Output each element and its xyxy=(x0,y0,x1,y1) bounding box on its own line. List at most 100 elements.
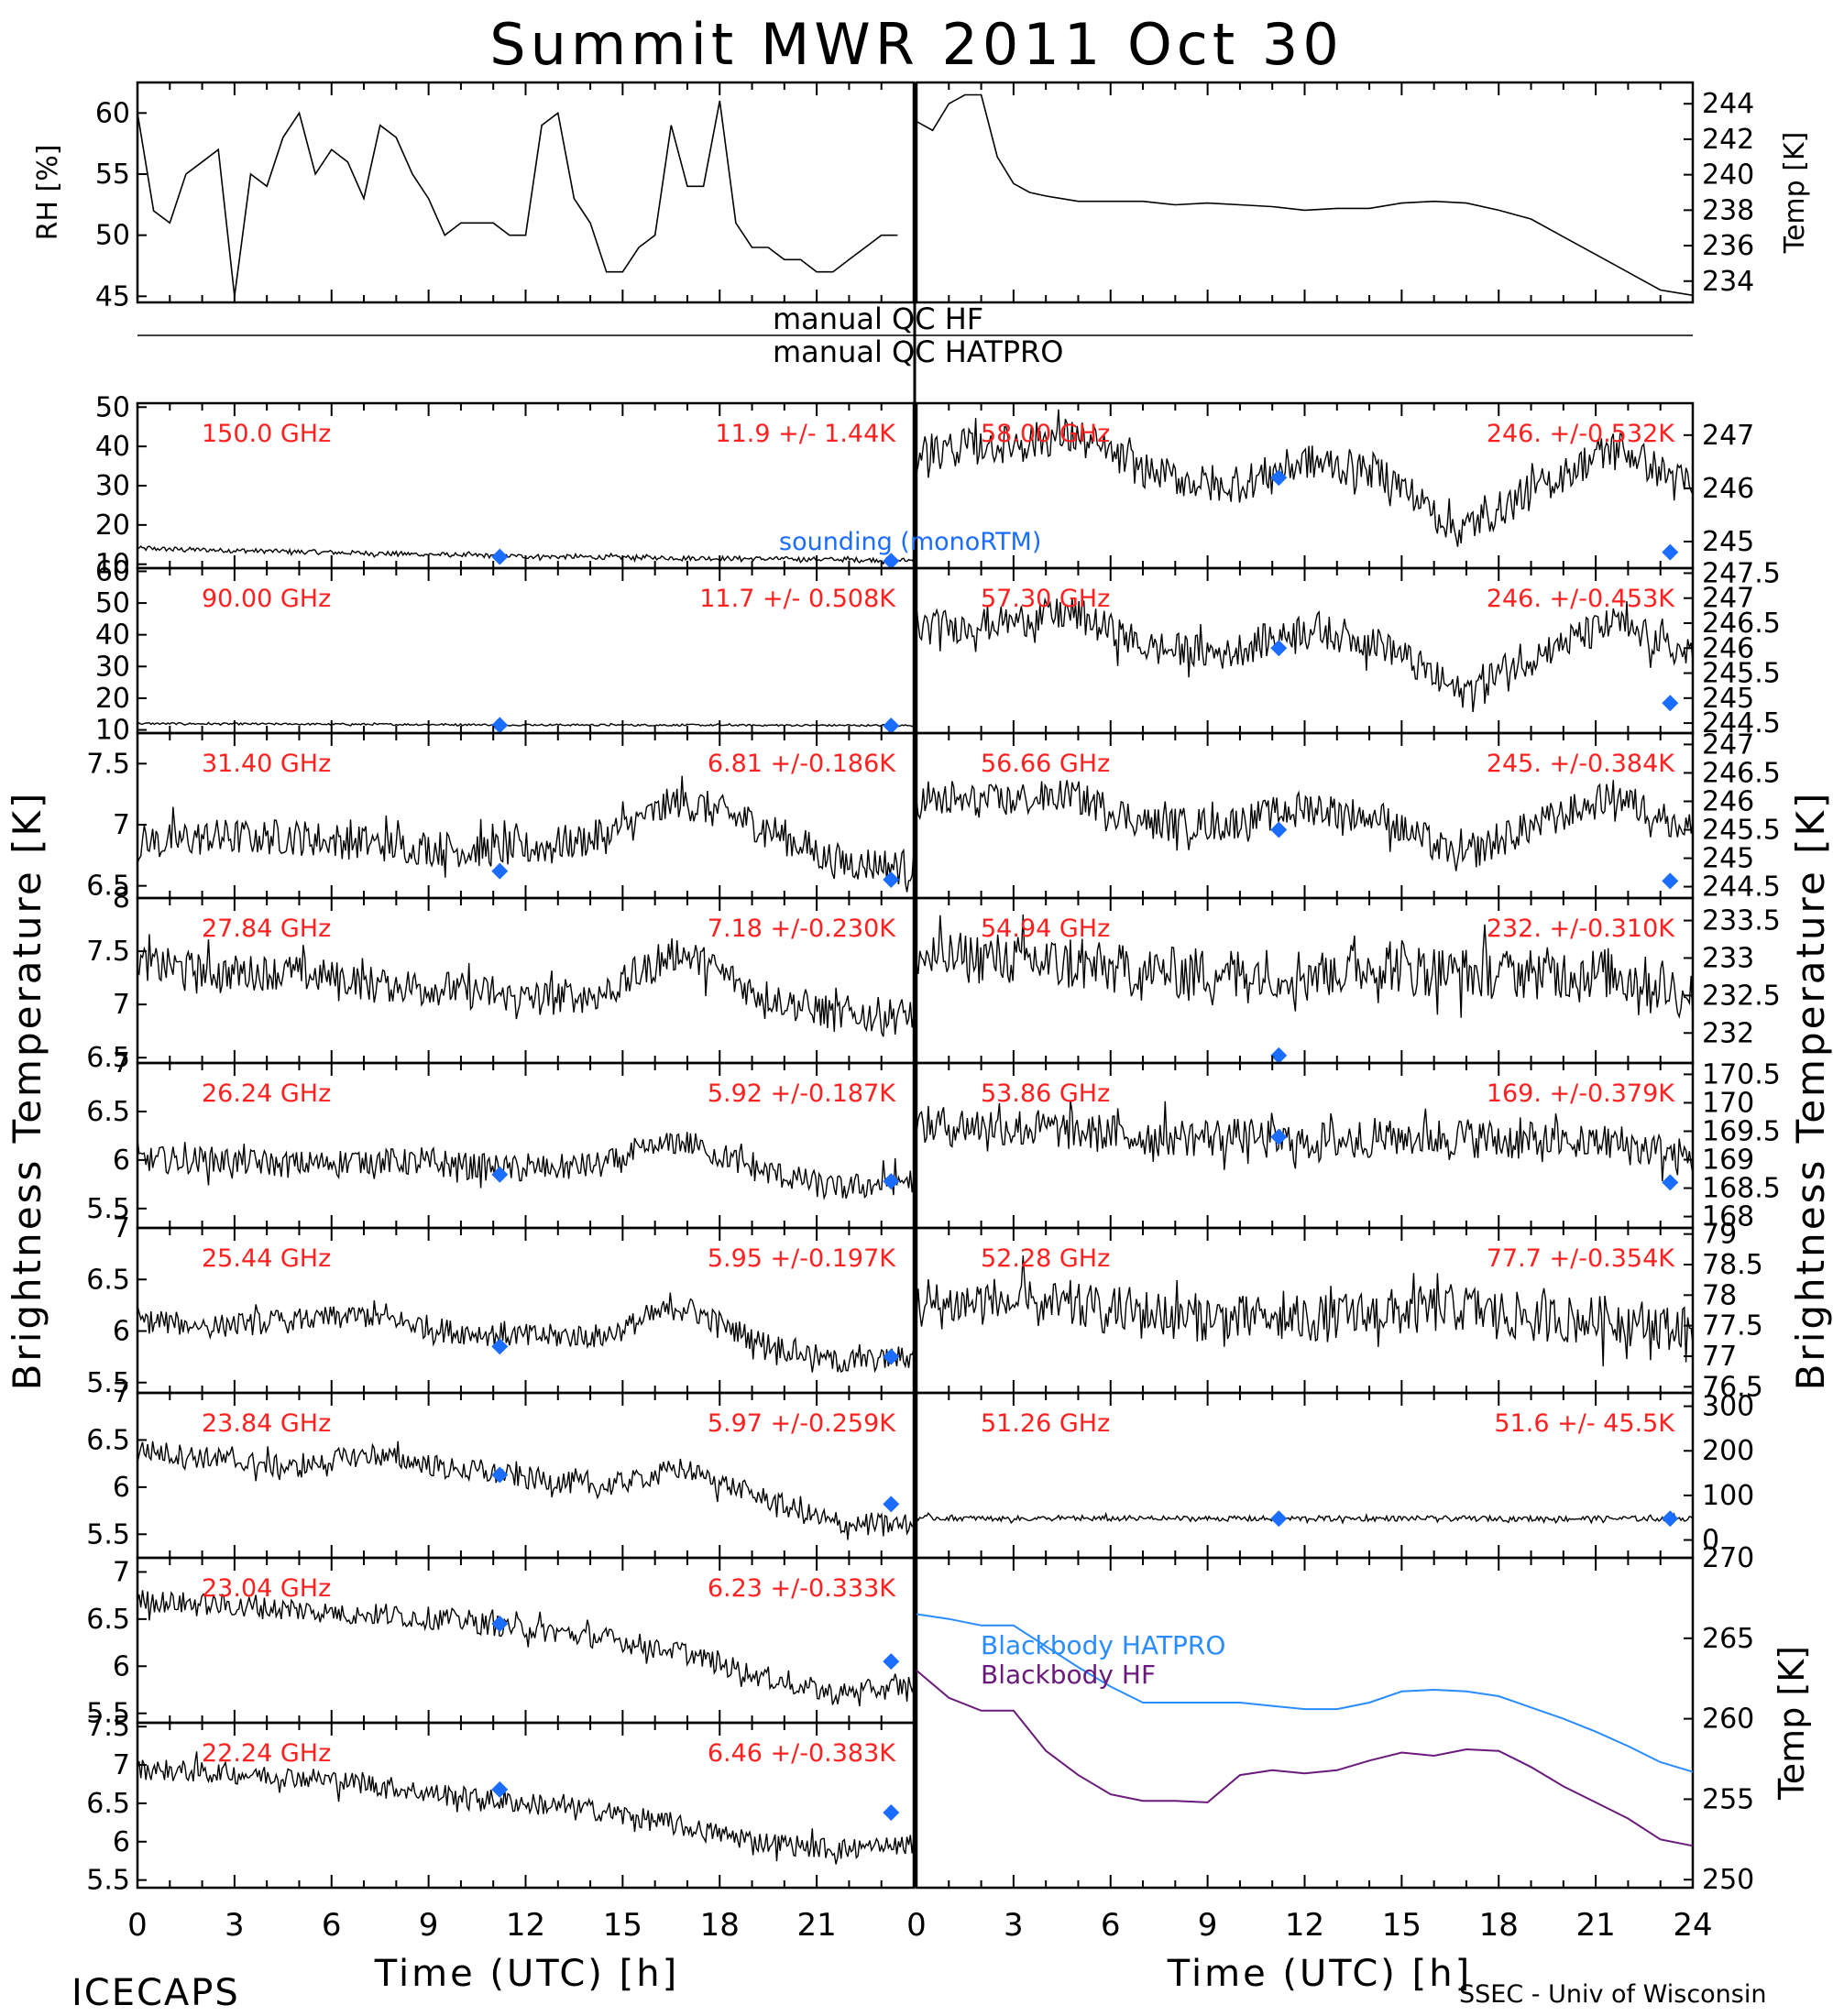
sounding-marker xyxy=(1662,872,1679,890)
stats-label: 6.46 +/-0.383K xyxy=(708,1739,896,1768)
series-line xyxy=(137,775,915,893)
ytick-label: 255 xyxy=(1702,1783,1754,1815)
ytick-label: 45 xyxy=(95,280,130,312)
xlabel-right: Time (UTC) [h] xyxy=(1167,1953,1472,1995)
stats-label: 232. +/-0.310K xyxy=(1487,915,1675,943)
ytick-label: 300 xyxy=(1702,1391,1754,1423)
ytick-label: 168 xyxy=(1702,1201,1754,1233)
ytick-label: 7 xyxy=(113,1556,130,1588)
sounding-marker xyxy=(491,1466,509,1484)
ytick-label: 7 xyxy=(113,809,130,841)
ytick-label: 6 xyxy=(113,1472,130,1504)
xtick-label: 3 xyxy=(1004,1907,1024,1944)
ytick-label: 6 xyxy=(113,1650,130,1682)
series-line xyxy=(137,1751,915,1865)
sounding-marker xyxy=(883,1173,900,1190)
ytick-label: 7.5 xyxy=(86,936,130,968)
stats-label: 5.97 +/-0.259K xyxy=(708,1409,896,1438)
ytick-label: 40 xyxy=(95,431,130,463)
xlabel-left: Time (UTC) [h] xyxy=(374,1953,679,1995)
ytick-label: 233 xyxy=(1702,942,1754,974)
ytick-label: 50 xyxy=(95,391,130,423)
ytick-label: 168.5 xyxy=(1702,1173,1781,1205)
footer-right: SSEC - Univ of Wisconsin xyxy=(1459,1980,1766,2009)
ytick-label: 246 xyxy=(1702,785,1754,817)
series-line xyxy=(137,1590,915,1707)
qc-hatpro-label: manual QC HATPRO xyxy=(773,334,1063,369)
ytick-label: 40 xyxy=(95,619,130,652)
xtick-label: 9 xyxy=(1198,1907,1218,1944)
xtick-label: 18 xyxy=(700,1907,740,1944)
frequency-label: 53.86 GHz xyxy=(981,1079,1110,1108)
ytick-label: 7 xyxy=(113,1377,130,1409)
xtick-label: 24 xyxy=(1673,1907,1712,1944)
frequency-label: 150.0 GHz xyxy=(202,420,331,448)
footer-left: ICECAPS xyxy=(71,1972,240,2014)
sounding-marker xyxy=(491,1780,509,1798)
ylabel-left: Brightness Temperature [K] xyxy=(5,791,49,1391)
ytick-label: 55 xyxy=(95,159,130,191)
ytick-label: 265 xyxy=(1702,1623,1754,1655)
ytick-label: 245 xyxy=(1702,843,1754,875)
sounding-marker xyxy=(491,862,509,880)
xtick-label: 21 xyxy=(796,1907,836,1944)
ytick-label: 78.5 xyxy=(1702,1249,1763,1281)
series-line xyxy=(916,914,1694,1022)
ytick-label: 0 xyxy=(1702,1525,1719,1557)
sounding-marker xyxy=(883,871,900,888)
xtick-label: 3 xyxy=(225,1907,245,1944)
ytick-label: 78 xyxy=(1702,1279,1737,1311)
stats-label: 246. +/-0.453K xyxy=(1487,585,1675,613)
ytick-label: 6.5 xyxy=(86,1788,130,1820)
ytick-label: 7 xyxy=(113,1749,130,1781)
ytick-label: 245.5 xyxy=(1702,815,1781,847)
ytick-label: 50 xyxy=(95,220,130,252)
sounding-marker xyxy=(1662,695,1679,712)
ytick-label: 200 xyxy=(1702,1435,1754,1467)
ytick-label: 77.5 xyxy=(1702,1310,1763,1342)
series-line xyxy=(916,409,1694,547)
stats-label: 11.9 +/- 1.44K xyxy=(715,420,896,448)
ytick-label: 8 xyxy=(113,882,130,915)
ytick-label: 270 xyxy=(1702,1542,1754,1574)
sounding-marker xyxy=(1662,1510,1679,1528)
sounding-label: sounding (monoRTM) xyxy=(779,528,1041,556)
ytick-label: 7 xyxy=(113,1212,130,1244)
stats-label: 77.7 +/-0.354K xyxy=(1487,1244,1675,1273)
series-line xyxy=(916,780,1694,871)
xtick-label: 9 xyxy=(419,1907,439,1944)
ytick-label: 233.5 xyxy=(1702,905,1781,937)
ytick-label: 236 xyxy=(1702,230,1754,262)
ytick-label: 246 xyxy=(1702,632,1754,664)
ytick-label: 170.5 xyxy=(1702,1058,1781,1090)
ytick-label: 245.5 xyxy=(1702,658,1781,690)
xtick-label: 15 xyxy=(603,1907,642,1944)
ylabel-right: Brightness Temperature [K] xyxy=(1788,791,1833,1391)
series-line xyxy=(137,1292,915,1374)
ytick-label: 20 xyxy=(95,683,130,715)
stats-label: 5.92 +/-0.187K xyxy=(708,1079,896,1108)
ytick-label: 7.5 xyxy=(86,748,130,780)
ytick-label: 244.5 xyxy=(1702,707,1781,740)
ytick-label: 247 xyxy=(1702,583,1754,615)
blackbody-axis-label: Temp [K] xyxy=(1772,1646,1812,1801)
series-line xyxy=(137,934,915,1037)
frequency-label: 31.40 GHz xyxy=(202,750,331,778)
series-line xyxy=(916,1100,1694,1182)
series-line xyxy=(137,1441,915,1540)
ytick-label: 6.5 xyxy=(86,1264,130,1296)
xtick-label: 0 xyxy=(906,1907,927,1944)
sounding-marker xyxy=(1270,1128,1288,1145)
ytick-label: 232.5 xyxy=(1702,980,1781,1012)
ytick-label: 244 xyxy=(1702,88,1754,120)
ytick-label: 169 xyxy=(1702,1145,1754,1177)
ytick-label: 6 xyxy=(113,1316,130,1348)
sounding-marker xyxy=(1270,1046,1288,1064)
frequency-label: 22.24 GHz xyxy=(202,1739,331,1768)
frequency-label: 54.94 GHz xyxy=(981,915,1110,943)
ytick-label: 6.5 xyxy=(86,871,130,903)
sounding-marker xyxy=(491,1166,509,1183)
ytick-label: 245 xyxy=(1702,683,1754,715)
